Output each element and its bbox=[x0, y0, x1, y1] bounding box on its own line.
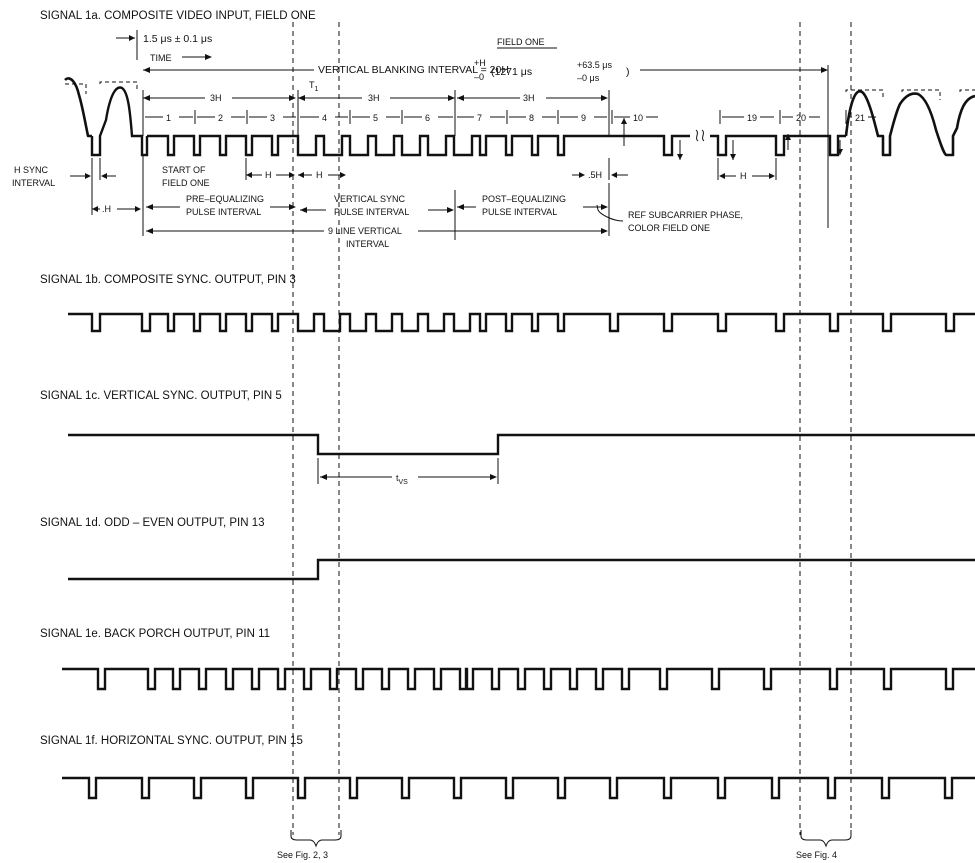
vbi-label: VERTICAL BLANKING INTERVAL = 20H bbox=[318, 64, 509, 76]
line-number-3: 3 bbox=[270, 113, 275, 123]
h-label-3: H bbox=[740, 171, 747, 181]
pre-eq-label-2: PULSE INTERVAL bbox=[186, 207, 261, 217]
signal-1c-title: SIGNAL 1c. VERTICAL SYNC. OUTPUT, PIN 5 bbox=[40, 390, 282, 402]
three-h-label-3: 3H bbox=[523, 93, 535, 103]
vbi-sub: –0 μs bbox=[577, 73, 600, 83]
vbi-value: (1271 μs bbox=[491, 66, 532, 78]
post-eq-label-1: POST–EQUALIZING bbox=[482, 194, 566, 204]
dot5-h-label: .5H bbox=[588, 170, 602, 180]
see-fig-2-3-label: See Fig. 2, 3 bbox=[277, 850, 328, 860]
h-sync-interval-label-2: INTERVAL bbox=[12, 178, 55, 188]
line-number-5: 5 bbox=[373, 113, 378, 123]
signal-1c-waveform bbox=[68, 433, 975, 456]
brace-fig-4 bbox=[800, 830, 852, 848]
h-sync-interval-label-1: H SYNC bbox=[14, 165, 49, 175]
line-number-labels: 1 2 3 4 5 6 7 8 9 10 19 20 21 bbox=[142, 110, 876, 124]
signal-1a-waveform bbox=[64, 77, 975, 157]
line-number-21: 21 bbox=[855, 113, 865, 123]
vbi-tol-minus: –0 bbox=[474, 72, 484, 82]
line-number-1: 1 bbox=[166, 113, 171, 123]
dot-h-label: .H bbox=[102, 204, 111, 214]
reference-dashed-lines bbox=[292, 22, 852, 835]
line-number-10: 10 bbox=[633, 113, 643, 123]
start-field-label-1: START OF bbox=[162, 165, 206, 175]
three-h-label-2: 3H bbox=[368, 93, 380, 103]
vbi-sup: +63.5 μs bbox=[577, 60, 612, 70]
line-number-20: 20 bbox=[796, 113, 806, 123]
line-number-4: 4 bbox=[322, 113, 327, 123]
h-label-1: H bbox=[265, 170, 272, 180]
signal-1f-title: SIGNAL 1f. HORIZONTAL SYNC. OUTPUT, PIN … bbox=[40, 735, 303, 747]
see-fig-4-label: See Fig. 4 bbox=[796, 850, 837, 860]
vbi-tol-plus: +H bbox=[474, 58, 486, 68]
h-label-2: H bbox=[316, 170, 323, 180]
three-h-label-1: 3H bbox=[210, 93, 222, 103]
post-eq-label-2: PULSE INTERVAL bbox=[482, 207, 557, 217]
time-label: TIME bbox=[150, 53, 172, 63]
t1-label: T1 bbox=[309, 80, 319, 93]
vsync-int-label-2: PULSE INTERVAL bbox=[334, 207, 409, 217]
line-number-6: 6 bbox=[425, 113, 430, 123]
brace-fig-2-3 bbox=[290, 830, 342, 848]
line-number-19: 19 bbox=[747, 113, 757, 123]
nine-line-label-2: INTERVAL bbox=[346, 239, 389, 249]
pre-eq-label-1: PRE–EQUALIZING bbox=[186, 194, 264, 204]
tvs-label: tVS bbox=[396, 473, 408, 486]
line-number-8: 8 bbox=[529, 113, 534, 123]
line-number-9: 9 bbox=[581, 113, 586, 123]
signal-1f-waveform bbox=[62, 776, 975, 800]
signal-1d-title: SIGNAL 1d. ODD – EVEN OUTPUT, PIN 13 bbox=[40, 517, 265, 529]
tvs-annotation: tVS bbox=[317, 458, 499, 486]
signal-1e-title: SIGNAL 1e. BACK PORCH OUTPUT, PIN 11 bbox=[40, 628, 270, 640]
nine-line-label-1: 9 LINE VERTICAL bbox=[328, 226, 402, 236]
vbi-close: ) bbox=[626, 66, 630, 78]
signal-1a-title: SIGNAL 1a. COMPOSITE VIDEO INPUT, FIELD … bbox=[40, 10, 316, 22]
pulse-width-label: 1.5 μs ± 0.1 μs bbox=[143, 33, 212, 45]
ref-subcarrier-label-1: REF SUBCARRIER PHASE, bbox=[628, 210, 743, 220]
line-number-2: 2 bbox=[218, 113, 223, 123]
signal-1d-waveform bbox=[68, 558, 975, 581]
signal-1a-annotations: 1.5 μs ± 0.1 μs TIME FIELD ONE VERTICAL … bbox=[12, 30, 876, 249]
ref-subcarrier-label-2: COLOR FIELD ONE bbox=[628, 223, 710, 233]
vsync-int-label-1: VERTICAL SYNC bbox=[334, 194, 406, 204]
field-one-label: FIELD ONE bbox=[497, 37, 545, 47]
signal-1e-waveform bbox=[62, 667, 975, 691]
signal-1b-title: SIGNAL 1b. COMPOSITE SYNC. OUTPUT, PIN 3 bbox=[40, 274, 296, 286]
start-field-label-2: FIELD ONE bbox=[162, 178, 210, 188]
signal-1b-waveform bbox=[68, 312, 975, 333]
line-number-7: 7 bbox=[477, 113, 482, 123]
